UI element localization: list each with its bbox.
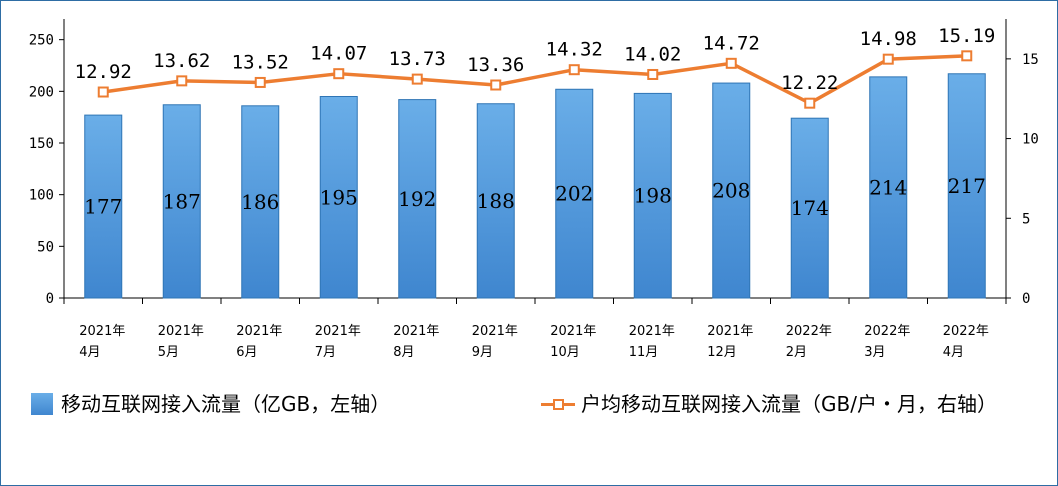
- line-marker: [804, 97, 816, 109]
- line-data-label: 12.92: [75, 61, 132, 83]
- bar-data-label: 202: [555, 182, 593, 206]
- line-marker: [411, 73, 423, 85]
- line-marker: [254, 76, 266, 88]
- x-tick-label: 2022年: [943, 324, 989, 339]
- y-left-tick-label: 0: [46, 291, 54, 307]
- bar: [84, 114, 123, 299]
- line-marker: [882, 53, 894, 65]
- axes: 0 50 100 150 200 250 0 5 10 15 2021年 4月 2021年 5月 2021年…: [29, 19, 1039, 360]
- x-tick-label: 8月: [393, 345, 414, 360]
- x-tick-label: 2021年: [393, 324, 439, 339]
- bar-data-label: 174: [791, 196, 829, 220]
- bar-data-label: 188: [477, 189, 515, 213]
- line-marker: [647, 68, 659, 80]
- line-marker: [97, 86, 109, 98]
- line-data-label: 13.52: [232, 51, 289, 73]
- bar-data-label: 192: [398, 187, 436, 211]
- x-tick-label: 2021年: [550, 324, 596, 339]
- line-marker: [961, 50, 973, 62]
- y-left-tick-label: 150: [29, 136, 54, 152]
- bar: [869, 76, 908, 299]
- bar: [947, 73, 986, 299]
- x-tick-label: 2021年: [158, 324, 204, 339]
- bar-data-label: 217: [948, 174, 986, 198]
- x-tick-label: 2021年: [315, 324, 361, 339]
- line-data-label: 14.07: [310, 43, 367, 65]
- y-left-tick-label: 100: [29, 188, 54, 204]
- line-data-label: 13.62: [153, 50, 210, 72]
- y-left-tick-label: 50: [37, 239, 54, 255]
- x-tick-label: 5月: [158, 345, 179, 360]
- y-right-tick-label: 0: [1022, 291, 1030, 307]
- combo-chart: 0 50 100 150 200 250 0 5 10 15 2021年 4月 2021年 5月 2021年…: [29, 19, 1039, 360]
- line-data-label: 14.98: [860, 28, 917, 50]
- line-data-label: 15.19: [938, 25, 995, 47]
- line-series: [97, 50, 973, 109]
- x-tick-label: 2月: [786, 345, 807, 360]
- legend-bar-label: 移动互联网接入流量（亿GB，左轴）: [61, 392, 391, 416]
- bar: [633, 92, 672, 299]
- bar-data-label: 214: [869, 175, 907, 199]
- x-tick-label: 2021年: [707, 324, 753, 339]
- line-data-label: 14.02: [624, 43, 681, 65]
- bar-data-label: 208: [712, 179, 750, 203]
- line-data-label: 13.73: [389, 48, 446, 70]
- x-tick-label: 2022年: [864, 324, 910, 339]
- data-labels: 177 187 186 195 192 188 202 198 208 174 214 217 12.9…: [75, 25, 996, 220]
- x-tick-label: 9月: [472, 345, 493, 360]
- legend-bar-swatch: [31, 393, 53, 415]
- line-marker: [490, 79, 502, 91]
- bar-data-label: 186: [241, 190, 279, 214]
- line-data-label: 14.32: [546, 39, 603, 61]
- x-tick-label: 12月: [707, 345, 737, 360]
- y-left-tick-label: 250: [29, 33, 54, 49]
- line-data-label: 12.22: [781, 72, 838, 94]
- y-left-tick-label: 200: [29, 84, 54, 100]
- bar-series: [84, 73, 986, 299]
- x-tick-label: 10月: [550, 345, 580, 360]
- line-marker: [333, 68, 345, 80]
- bar: [712, 82, 751, 299]
- legend-item-line: 户均移动互联网接入流量（GB/户・月，右轴）: [541, 389, 1021, 419]
- x-tick-label: 4月: [943, 345, 964, 360]
- line-marker: [725, 57, 737, 69]
- bar: [241, 105, 280, 299]
- line-marker: [568, 64, 580, 76]
- legend-item-bar: 移动互联网接入流量（亿GB，左轴）: [31, 389, 390, 419]
- y-right-tick-label: 5: [1022, 211, 1030, 227]
- x-tick-label: 2021年: [472, 324, 518, 339]
- x-tick-label: 2021年: [79, 324, 125, 339]
- x-tick-label: 11月: [629, 345, 659, 360]
- y-right-tick-label: 15: [1022, 52, 1039, 68]
- x-tick-label: 2021年: [629, 324, 675, 339]
- bar: [398, 99, 437, 299]
- line-path: [103, 54, 967, 105]
- x-tick-label: 3月: [864, 345, 885, 360]
- bar: [555, 88, 594, 299]
- bar: [790, 117, 829, 299]
- line-data-label: 13.36: [467, 54, 524, 76]
- legend-line-swatch: [541, 389, 575, 419]
- bar: [319, 96, 358, 299]
- bar: [162, 104, 201, 299]
- line-data-label: 14.72: [703, 32, 760, 54]
- bar-data-label: 187: [163, 189, 201, 213]
- legend-line-label: 户均移动互联网接入流量（GB/户・月，右轴）: [581, 392, 997, 416]
- x-tick-label: 2021年: [236, 324, 282, 339]
- y-right-tick-label: 10: [1022, 132, 1039, 148]
- bar: [476, 103, 515, 299]
- x-tick-label: 2022年: [786, 324, 832, 339]
- bar-data-label: 195: [320, 185, 358, 209]
- x-tick-label: 7月: [315, 345, 336, 360]
- bar-data-label: 198: [634, 184, 672, 208]
- x-tick-label: 4月: [79, 345, 100, 360]
- bar-data-label: 177: [84, 195, 122, 219]
- x-tick-label: 6月: [236, 345, 257, 360]
- line-marker: [176, 75, 188, 87]
